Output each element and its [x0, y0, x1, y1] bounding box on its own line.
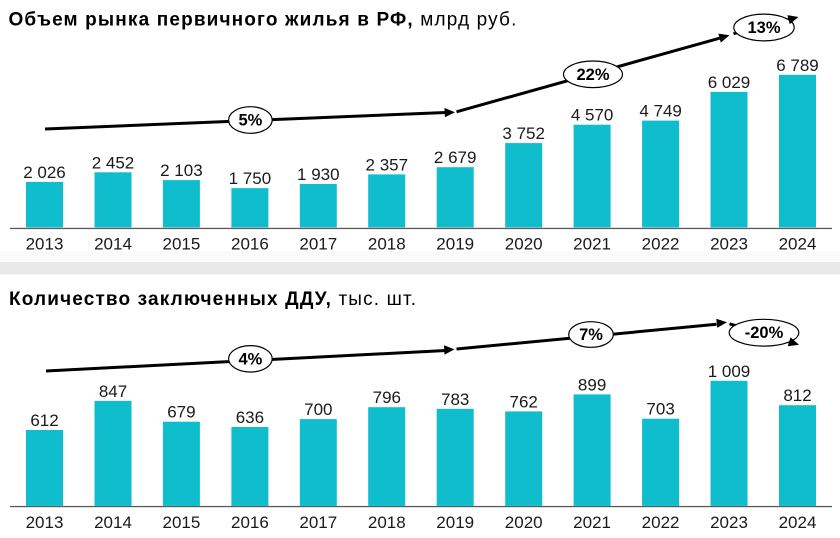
svg-text:4 570: 4 570 [571, 106, 614, 125]
svg-text:5%: 5% [238, 112, 262, 130]
svg-text:2018: 2018 [368, 513, 406, 532]
svg-text:2016: 2016 [231, 513, 269, 532]
svg-text:2018: 2018 [368, 235, 406, 254]
svg-text:2024: 2024 [779, 513, 817, 532]
svg-text:2017: 2017 [299, 235, 337, 254]
svg-text:7%: 7% [579, 326, 603, 344]
svg-text:2022: 2022 [642, 513, 680, 532]
svg-text:2 452: 2 452 [92, 153, 135, 172]
svg-text:762: 762 [510, 392, 538, 411]
svg-text:2017: 2017 [299, 513, 337, 532]
svg-text:2014: 2014 [94, 513, 132, 532]
svg-text:4 749: 4 749 [639, 102, 682, 121]
svg-text:2020: 2020 [505, 513, 543, 532]
svg-text:2024: 2024 [779, 235, 817, 254]
svg-text:2 026: 2 026 [23, 163, 66, 182]
svg-text:2014: 2014 [94, 235, 132, 254]
svg-text:612: 612 [30, 411, 58, 430]
svg-text:2023: 2023 [710, 513, 748, 532]
svg-text:2015: 2015 [162, 513, 200, 532]
svg-text:2016: 2016 [231, 235, 269, 254]
svg-text:847: 847 [99, 382, 127, 401]
svg-text:6 789: 6 789 [776, 56, 819, 75]
svg-text:Объем рынка первичного жилья в: Объем рынка первичного жилья в РФ, млрд … [9, 10, 518, 31]
svg-text:812: 812 [783, 386, 811, 405]
svg-text:2013: 2013 [26, 235, 64, 254]
svg-text:4%: 4% [238, 350, 262, 368]
svg-text:2013: 2013 [26, 513, 64, 532]
svg-text:2 103: 2 103 [160, 161, 203, 180]
svg-text:3 752: 3 752 [502, 124, 545, 143]
svg-text:6 029: 6 029 [708, 73, 751, 92]
svg-text:796: 796 [373, 388, 401, 407]
svg-text:2020: 2020 [505, 235, 543, 254]
svg-text:2022: 2022 [642, 235, 680, 254]
svg-text:703: 703 [646, 400, 674, 419]
svg-text:1 750: 1 750 [229, 169, 272, 188]
svg-text:2021: 2021 [573, 235, 611, 254]
svg-text:2019: 2019 [436, 235, 474, 254]
svg-text:-20%: -20% [745, 324, 784, 342]
svg-text:2019: 2019 [436, 513, 474, 532]
svg-text:899: 899 [578, 375, 606, 394]
svg-text:1 930: 1 930 [297, 165, 340, 184]
svg-text:636: 636 [236, 408, 264, 427]
svg-text:2015: 2015 [162, 235, 200, 254]
svg-text:2 357: 2 357 [366, 155, 409, 174]
svg-text:13%: 13% [747, 19, 780, 37]
svg-text:Количество заключенных ДДУ, ты: Количество заключенных ДДУ, тыс. шт. [9, 289, 417, 310]
svg-text:22%: 22% [576, 66, 609, 84]
svg-text:2021: 2021 [573, 513, 611, 532]
svg-text:2 679: 2 679 [434, 148, 477, 167]
svg-text:700: 700 [304, 400, 332, 419]
svg-text:783: 783 [441, 390, 469, 409]
svg-text:679: 679 [167, 403, 195, 422]
svg-text:1 009: 1 009 [708, 362, 751, 381]
svg-text:2023: 2023 [710, 235, 748, 254]
